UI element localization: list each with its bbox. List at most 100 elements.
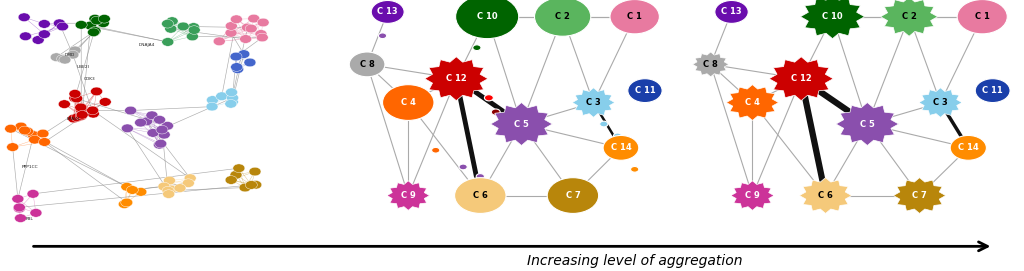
Circle shape [184,174,197,182]
Circle shape [459,164,467,170]
Text: FBL: FBL [26,217,34,221]
Circle shape [154,115,166,124]
Circle shape [631,166,639,172]
Circle shape [147,129,159,137]
Polygon shape [836,102,899,146]
Text: C 5: C 5 [860,120,874,128]
Circle shape [140,117,153,126]
Circle shape [121,183,133,191]
Text: C 1: C 1 [628,12,642,21]
Text: EPAS1: EPAS1 [67,117,80,121]
Circle shape [431,147,440,153]
Circle shape [71,94,83,103]
Text: C 7: C 7 [912,191,927,200]
Circle shape [225,28,237,37]
Circle shape [68,114,80,123]
Circle shape [162,186,174,195]
Circle shape [603,136,639,160]
Circle shape [18,13,30,21]
Circle shape [97,19,110,27]
Circle shape [547,178,599,214]
Circle shape [14,214,27,222]
Circle shape [18,126,31,135]
Circle shape [22,127,34,136]
Circle shape [244,58,256,67]
Circle shape [58,100,71,108]
Circle shape [226,98,239,106]
Circle shape [232,164,245,173]
Text: C 2: C 2 [902,12,916,21]
Text: UBE2I: UBE2I [77,65,90,69]
Text: C 12: C 12 [445,74,467,83]
Circle shape [225,99,237,108]
Circle shape [225,88,238,96]
Circle shape [19,32,32,41]
Circle shape [76,105,87,114]
Circle shape [87,28,99,37]
Circle shape [231,65,244,73]
Circle shape [59,55,71,64]
Text: C 6: C 6 [818,191,833,200]
Text: C 13: C 13 [378,7,398,17]
Circle shape [6,143,18,151]
Circle shape [90,87,102,96]
Circle shape [75,103,87,112]
Circle shape [67,50,79,59]
Circle shape [242,23,254,32]
Text: C 3: C 3 [933,98,948,107]
Polygon shape [387,181,429,210]
Circle shape [88,28,100,36]
Circle shape [250,180,262,189]
Circle shape [613,133,622,139]
Circle shape [257,18,269,27]
Circle shape [27,190,39,198]
Text: DMD: DMD [65,53,75,57]
Circle shape [156,125,168,134]
Text: C 11: C 11 [982,86,1004,95]
Polygon shape [726,85,778,120]
Text: C 6: C 6 [473,191,487,200]
Polygon shape [893,178,946,214]
Circle shape [99,98,112,106]
Circle shape [230,52,242,61]
Circle shape [72,113,83,122]
Circle shape [957,0,1008,34]
Circle shape [50,53,62,62]
Text: C 8: C 8 [359,60,375,69]
Circle shape [76,111,88,119]
Circle shape [165,24,177,33]
Text: DNAJA4: DNAJA4 [138,43,155,47]
Circle shape [154,140,166,149]
Circle shape [238,50,250,59]
Circle shape [126,186,138,194]
Polygon shape [490,102,552,146]
Polygon shape [919,88,962,117]
Circle shape [165,185,177,194]
Circle shape [187,23,200,31]
Circle shape [230,15,243,24]
Circle shape [155,139,167,148]
Text: C 3: C 3 [586,98,601,107]
Text: C 4: C 4 [745,98,760,107]
Circle shape [29,136,41,144]
Circle shape [38,30,50,38]
Circle shape [383,85,434,120]
Circle shape [372,1,404,23]
Circle shape [455,178,506,214]
Circle shape [32,36,44,44]
Circle shape [245,24,257,33]
Text: C 1: C 1 [975,12,989,21]
Polygon shape [572,88,614,117]
Circle shape [473,45,481,51]
Text: C 14: C 14 [957,143,979,152]
Circle shape [535,0,591,36]
Circle shape [484,95,494,101]
Text: C 9: C 9 [745,191,760,200]
Circle shape [134,118,146,127]
Circle shape [246,181,257,189]
Circle shape [492,109,500,115]
Circle shape [177,22,189,31]
Circle shape [89,27,101,35]
Polygon shape [881,0,938,36]
Circle shape [119,200,130,208]
